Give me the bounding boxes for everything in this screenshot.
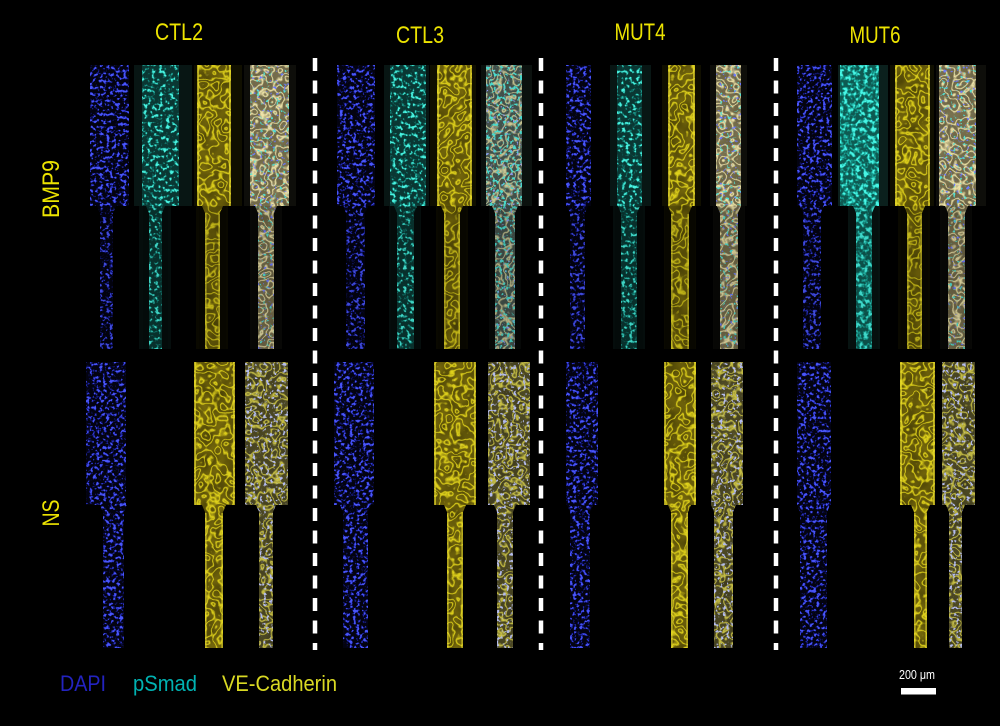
svg-text:CTL2: CTL2	[155, 19, 203, 46]
svg-text:CTL3: CTL3	[396, 22, 444, 49]
svg-text:MUT6: MUT6	[850, 22, 901, 49]
svg-text:VE-Cadherin: VE-Cadherin	[222, 671, 337, 696]
svg-text:BMP9: BMP9	[38, 160, 65, 218]
svg-text:pSmad: pSmad	[133, 671, 197, 696]
svg-text:DAPI: DAPI	[60, 671, 106, 696]
svg-text:MUT4: MUT4	[615, 19, 666, 46]
svg-text:200 μm: 200 μm	[899, 668, 935, 682]
svg-text:NS: NS	[38, 500, 65, 527]
